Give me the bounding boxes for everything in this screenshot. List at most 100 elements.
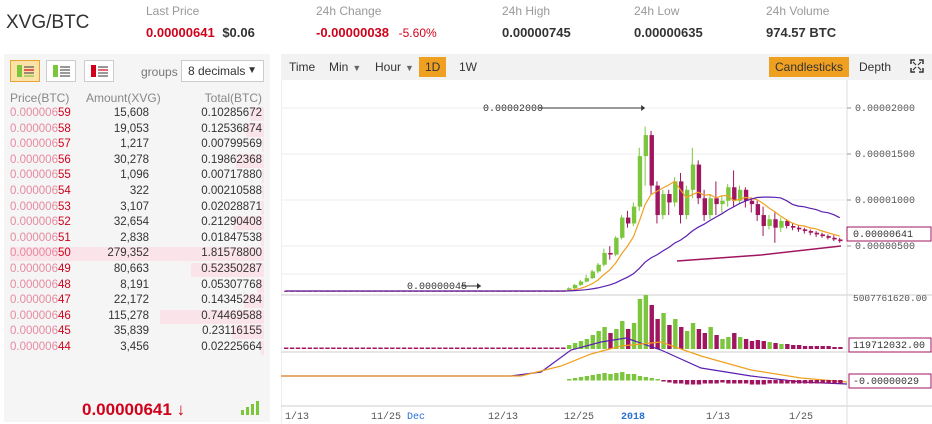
hour-dropdown[interactable]: Hour ▼ [369,57,420,77]
volume-axis-label: 5007761620.00 [853,293,927,304]
view-asks-button[interactable] [84,60,114,82]
row-amount: 15,608 [113,107,149,119]
volume-tag-box [848,337,932,353]
order-book-row[interactable]: 0.00000658 19,053 0.12536874 [4,122,270,138]
candle-body [767,219,772,226]
volume-value: 974.57 BTC [766,25,837,40]
row-price: 0.00000654 [10,184,71,200]
volume-bar [472,347,478,349]
order-book-row[interactable]: 0.00000648 8,191 0.05307768 [4,278,270,294]
candlesticks-button[interactable]: Candlesticks [769,57,850,77]
arrow-right-icon [641,105,646,111]
depth-bar [243,294,264,309]
row-price: 0.00000653 [10,200,71,216]
candle-body [743,189,749,201]
view-bids-button[interactable] [46,60,76,82]
macd-tag: -0.00000029 [853,377,919,388]
last-price-usd: $0.06 [222,25,255,40]
order-book-row[interactable]: 0.00000650 279,352 1.81578800 [4,246,270,262]
macd-histogram-bar [773,380,778,384]
high-value: 0.00000745 [502,25,571,40]
col-price: Price(BTC) [10,91,70,105]
interval-1w-button[interactable]: 1W [459,60,477,74]
macd-histogram-bar [667,380,672,383]
row-price-suffix: 47 [57,294,71,307]
macd-histogram-bar [620,372,625,381]
macd-histogram-bar [567,379,572,381]
time-axis-label: Dec [407,412,425,423]
candle-body [737,189,743,201]
view-both-button[interactable] [10,60,40,82]
candle-body [702,198,707,216]
row-amount: 2,838 [120,231,149,244]
volume-bar [454,347,460,349]
order-book-row[interactable]: 0.00000659 15,608 0.10285672 [4,106,270,122]
order-book-row[interactable]: 0.00000646 115,278 0.74469588 [4,309,270,325]
min-dropdown[interactable]: Min ▼ [323,57,367,77]
order-book-row[interactable]: 0.00000657 1,217 0.00799569 [4,137,270,153]
order-book-row[interactable]: 0.00000644 3,456 0.02225664 [4,340,270,356]
chart-toolbar: Time Min ▼ Hour ▼ 1D 1W Candlesticks Depth [281,54,932,80]
order-book-row[interactable]: 0.00000647 22,172 0.14345284 [4,293,270,309]
order-book: groups 8 decimals ▼ Price(BTC) Amount(XV… [4,54,270,422]
price-axis-label: 0.00002000 [855,104,915,115]
macd-histogram-bar [737,380,743,384]
time-axis-label: 1/13 [285,411,309,423]
candle-body [661,194,666,216]
time-button[interactable]: Time [289,60,316,74]
macd-histogram-bar [743,380,749,384]
order-book-row[interactable]: 0.00000645 35,839 0.23116155 [4,324,270,340]
volume-bar [679,327,684,349]
row-amount: 22,172 [113,294,149,307]
row-price: 0.00000645 [10,324,71,340]
volume-bar [419,347,424,349]
interval-1d-button[interactable]: 1D [419,57,447,77]
volume-bar [655,319,660,349]
candle-body [773,219,778,228]
volume-bar [360,347,366,349]
order-book-toolbar: groups 8 decimals ▼ [4,54,270,88]
candlestick-chart[interactable]: 0.00002000 0.00000045 0.00002000 0.0000150… [281,80,932,424]
chevron-down-icon: ▼ [405,63,414,73]
row-total: 0.52350287 [201,262,262,275]
groups-select[interactable]: 8 decimals ▼ [181,60,264,82]
candle-body [826,236,831,238]
depth-button[interactable]: Depth [859,60,892,74]
order-book-row[interactable]: 0.00000656 30,278 0.19862368 [4,153,270,169]
row-price-suffix: 46 [57,309,71,322]
order-book-row[interactable]: 0.00000653 3,107 0.02028871 [4,200,270,216]
depth-bar [10,247,264,262]
candle-body [667,194,672,203]
volume-bar [838,347,843,349]
volume-bar [295,347,301,349]
volume-bar [567,345,572,349]
expand-icon[interactable] [910,59,924,73]
volume-bar [684,331,690,349]
order-book-row[interactable]: 0.00000649 80,663 0.52350287 [4,262,270,278]
price-axis-label: 0.00001500 [855,150,915,161]
volume-bar [791,345,796,349]
order-book-row[interactable]: 0.00000654 322 0.00210588 [4,184,270,200]
row-price: 0.00000652 [10,215,71,231]
candle-body [643,135,649,157]
order-book-row[interactable]: 0.00000651 2,838 0.01847538 [4,231,270,247]
volume-bar [779,344,784,349]
arrow-right-icon [477,283,481,289]
row-price-suffix: 50 [57,247,71,260]
volume-bar [732,333,737,349]
row-price-suffix: 45 [57,325,71,338]
row-price-prefix: 0.000006 [10,122,58,135]
ticker-header: XVG/BTC Last Price 0.00000641 $0.06 24h … [0,0,932,48]
volume-bar [785,344,790,349]
candle-body [631,206,637,224]
book-last-price-value: 0.00000641 [82,400,172,419]
macd-histogram-bar [596,374,601,381]
volume-bar [319,347,324,349]
volume-bar [555,347,560,349]
macd-histogram-bar [814,380,820,384]
row-price-prefix: 0.000006 [10,278,58,291]
order-book-row[interactable]: 0.00000655 1,096 0.00717880 [4,168,270,184]
candle-body [779,220,784,228]
row-total: 1.81578800 [201,247,262,260]
order-book-row[interactable]: 0.00000652 32,654 0.21290408 [4,215,270,231]
